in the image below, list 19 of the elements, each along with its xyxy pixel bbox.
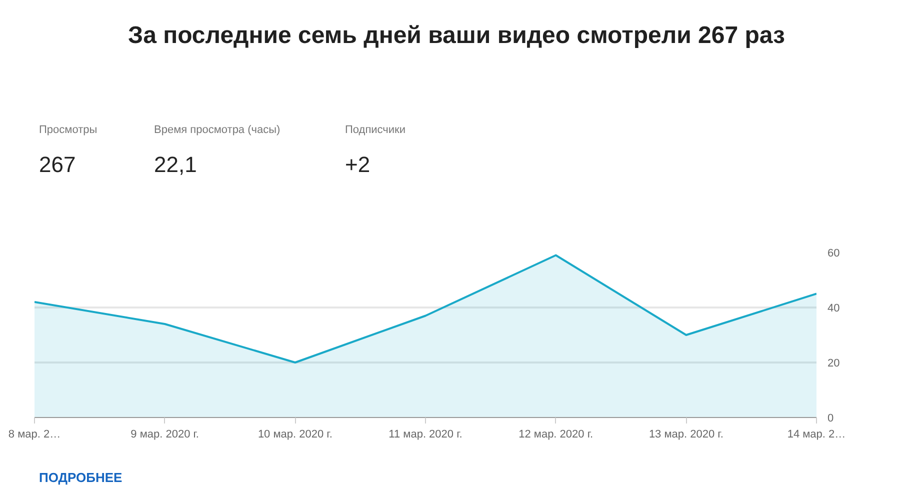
y-tick-label: 20 bbox=[828, 358, 840, 370]
x-tick-label: 11 мар. 2020 г. bbox=[388, 428, 462, 440]
text: Подписчики bbox=[345, 123, 406, 138]
text: Просмотры bbox=[39, 123, 98, 138]
y-tick-label: 0 bbox=[828, 412, 834, 424]
x-tick-label: 13 мар. 2020 г. bbox=[648, 428, 724, 440]
text: +2 bbox=[345, 150, 372, 179]
x-tick-label: 8 мар. 2… bbox=[8, 428, 61, 440]
x-tick-label: 14 мар. 2… bbox=[787, 428, 846, 440]
text: 22,1 bbox=[154, 150, 198, 179]
x-tick-label: 9 мар. 2020 г. bbox=[130, 428, 200, 440]
y-tick-label: 40 bbox=[828, 302, 840, 314]
text: ПОДРОБНЕЕ bbox=[38, 469, 122, 487]
text: 267 bbox=[39, 150, 77, 179]
y-tick-label: 60 bbox=[828, 248, 840, 260]
x-tick-label: 12 мар. 2020 г. bbox=[518, 428, 594, 440]
chart-title: За последние семь дней ваши видео смотрели 267 раз bbox=[127, 21, 786, 51]
text: Время просмотра (часы) bbox=[154, 123, 280, 138]
x-tick-label: 10 мар. 2020 г. bbox=[258, 428, 332, 440]
